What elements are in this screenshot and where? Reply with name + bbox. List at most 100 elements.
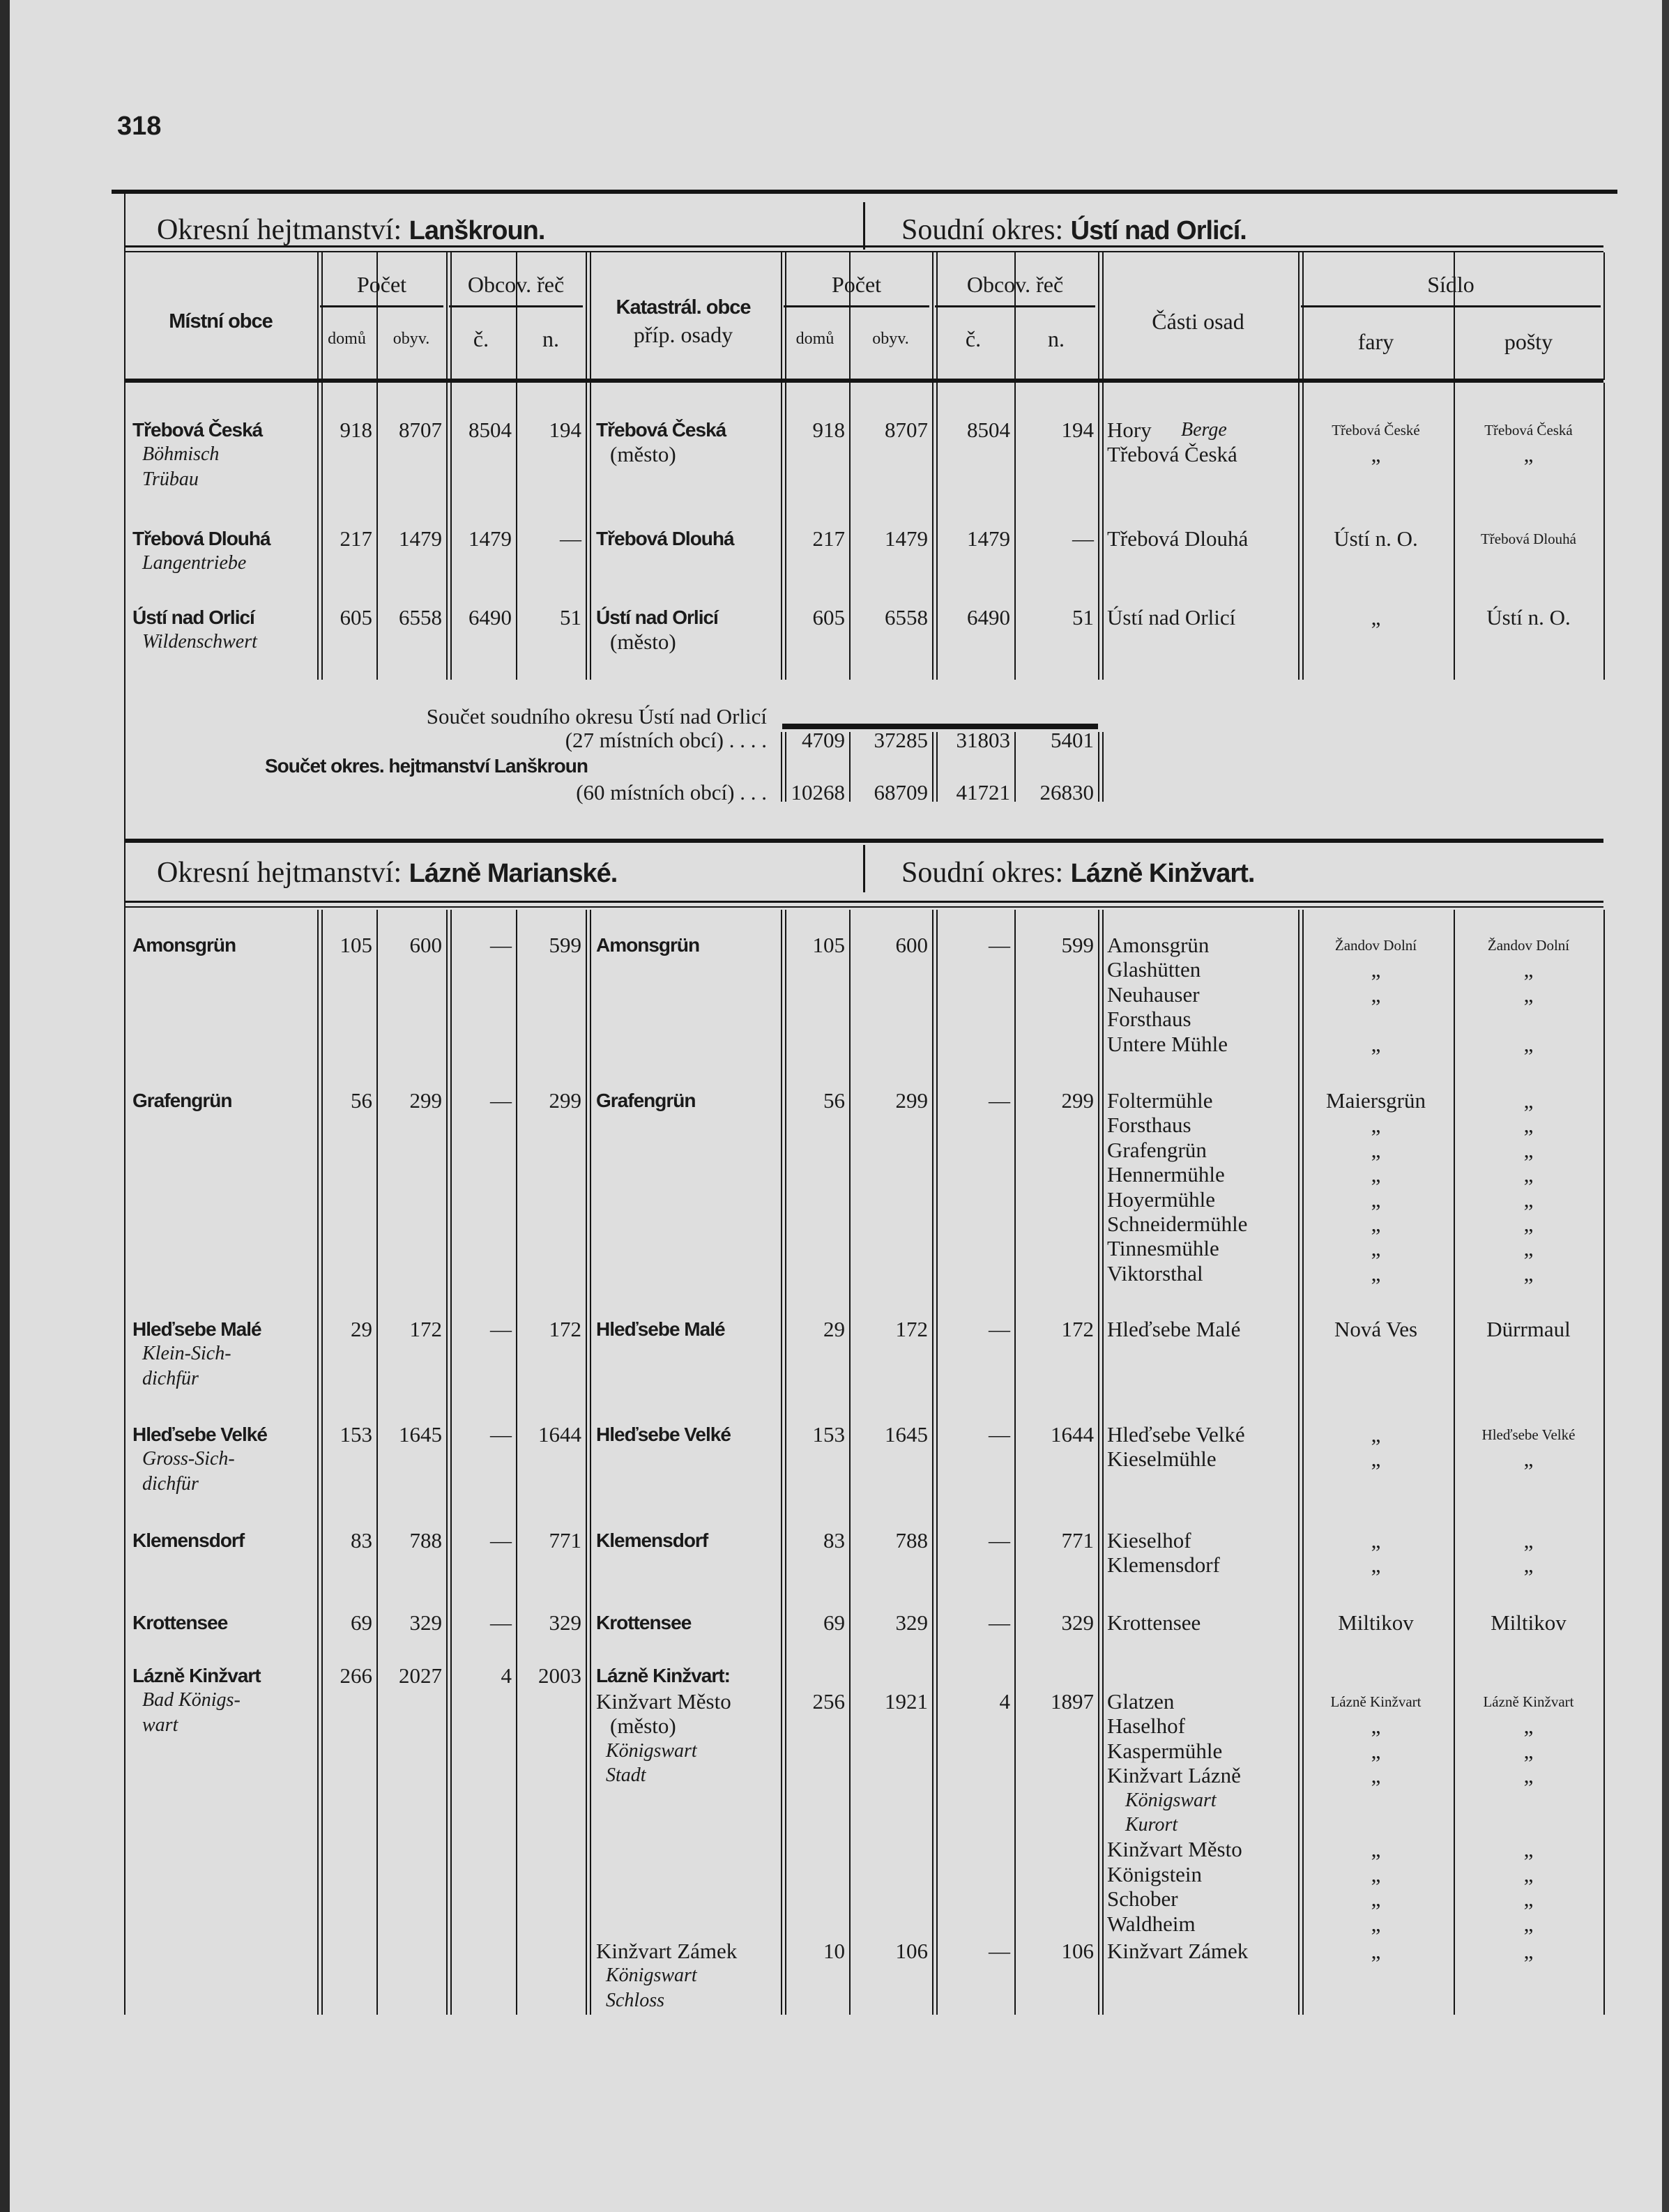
rule-vertical (1098, 383, 1099, 680)
rule-vertical (849, 910, 851, 2015)
cadastral-count-value: 299 (895, 1088, 929, 1113)
rule-vertical (376, 910, 378, 2015)
parish-seat: „ (1371, 1837, 1381, 1862)
local-german-name: Langentriebe (142, 552, 247, 574)
header-houses: domů (795, 330, 834, 348)
settlement-part: Třebová Dlouhá (1107, 526, 1249, 551)
rule-vertical (781, 910, 782, 2015)
rule-vertical (1102, 252, 1104, 380)
post-seat: „ (1523, 1260, 1534, 1286)
settlement-part: Amonsgrün (1107, 933, 1210, 957)
cadastral-name: Klemensdorf (596, 1530, 708, 1551)
count-value: 8707 (399, 418, 442, 442)
cadastral-count-value: 918 (812, 418, 846, 442)
rule-vertical (936, 252, 938, 380)
local-name: Krottensee (132, 1612, 228, 1633)
settlement-part: Hleďsebe Malé (1107, 1317, 1241, 1341)
court-name: Lázně Kinžvart. (1070, 859, 1256, 888)
cadastral-count-value: 51 (1072, 605, 1094, 630)
cadastral-count-value: 69 (823, 1610, 845, 1635)
parish-seat: „ (1371, 1031, 1381, 1056)
cadastral-name: Třebová Česká (596, 419, 726, 441)
count-value: 29 (351, 1317, 372, 1341)
settlement-part: Glashütten (1107, 957, 1201, 982)
count-value: 918 (340, 418, 373, 442)
rule-vertical (590, 252, 591, 380)
count-value: 172 (409, 1317, 443, 1341)
parish-seat: Miltikov (1338, 1610, 1414, 1635)
count-value: 105 (340, 933, 373, 957)
rule-vertical (516, 252, 517, 380)
cadastral-count-value: 8504 (967, 418, 1010, 442)
local-name: Hleďsebe Malé (132, 1318, 262, 1340)
cadastral-count-value: 106 (895, 1939, 929, 1963)
rule-vertical (376, 252, 378, 380)
rule-vertical (936, 383, 938, 680)
post-seat: Žandov Dolní (1487, 937, 1570, 954)
rule-vertical (1603, 252, 1605, 380)
rule-vertical (124, 910, 125, 2015)
district-name: Lázně Marianské. (409, 859, 618, 888)
count-value: 153 (340, 1422, 373, 1447)
rule-vertical (124, 252, 125, 380)
district-label: Okresní hejtmanství: (157, 857, 402, 889)
settlement-part: Foltermühle (1107, 1088, 1213, 1113)
local-german-name: wart (142, 1714, 178, 1736)
court-label: Soudní okres: (901, 857, 1064, 889)
post-seat: „ (1523, 1861, 1534, 1886)
parish-seat: „ (1371, 1260, 1381, 1286)
cadastral-count-value: 329 (895, 1610, 929, 1635)
rule-vertical (516, 383, 517, 680)
cadastral-count-value: — (989, 933, 1010, 957)
parish-seat: Nová Ves (1334, 1317, 1418, 1341)
local-name: Třebová Česká (132, 419, 263, 441)
cadastral-count-value: 29 (823, 1317, 845, 1341)
count-value: 172 (549, 1317, 582, 1341)
settlement-part: Kinžvart Lázně (1107, 1763, 1241, 1788)
count-value: 194 (549, 418, 582, 442)
parish-seat: „ (1371, 1113, 1381, 1138)
count-value: 329 (549, 1610, 582, 1635)
cadastral-count-value: — (989, 1088, 1010, 1113)
header-language: Obcov. řeč (966, 272, 1064, 297)
post-seat: Třebová Dlouhá (1480, 531, 1577, 547)
cadastral-count-value: 1897 (1051, 1689, 1094, 1714)
rule-vertical (586, 383, 587, 680)
cadastral-name: Kinžvart Město (596, 1689, 731, 1714)
rule-vertical (849, 732, 851, 802)
count-value: 217 (340, 526, 373, 551)
settlement-part: Klemensdorf (1107, 1553, 1220, 1578)
total-value: 4709 (802, 728, 845, 752)
parish-seat: „ (1371, 1714, 1381, 1739)
total-value: 31803 (956, 728, 1011, 752)
local-name: Grafengrün (132, 1090, 232, 1111)
settlement-part: Kieselmühle (1107, 1447, 1217, 1472)
cadastral-count-value: 1479 (885, 526, 928, 551)
settlement-part: Schober (1107, 1886, 1178, 1912)
rule-vertical (1454, 252, 1455, 380)
rule-vertical (321, 383, 323, 680)
header-inhabitants: obyv. (872, 330, 909, 348)
header-houses: domů (328, 330, 366, 348)
cadastral-count-value: 1644 (1051, 1422, 1094, 1447)
post-seat: „ (1523, 1088, 1534, 1113)
cadastral-count-value: 6490 (967, 605, 1010, 630)
rule-vertical (1014, 383, 1016, 680)
cadastral-count-value: 172 (895, 1317, 929, 1341)
parish-seat: „ (1371, 1212, 1381, 1236)
header-german: n. (542, 326, 559, 351)
rule-vertical (446, 252, 448, 380)
scan-edge-right (1662, 0, 1669, 2212)
post-seat: Třebová Česká (1484, 422, 1573, 438)
cadastral-count-value: 8707 (885, 418, 928, 442)
cadastral-name: Hleďsebe Velké (596, 1424, 731, 1445)
header-cadastral-sub: příp. osady (633, 322, 733, 347)
count-value: 1644 (538, 1422, 581, 1447)
header-count: Počet (831, 272, 882, 297)
parish-seat: „ (1371, 1939, 1381, 1963)
court-name: Ústí nad Orlicí. (1070, 216, 1247, 245)
rule-vertical (936, 732, 938, 802)
count-value: 1479 (468, 526, 512, 551)
parish-seat: Ústí n. O. (1334, 526, 1418, 551)
count-value: — (560, 526, 581, 551)
